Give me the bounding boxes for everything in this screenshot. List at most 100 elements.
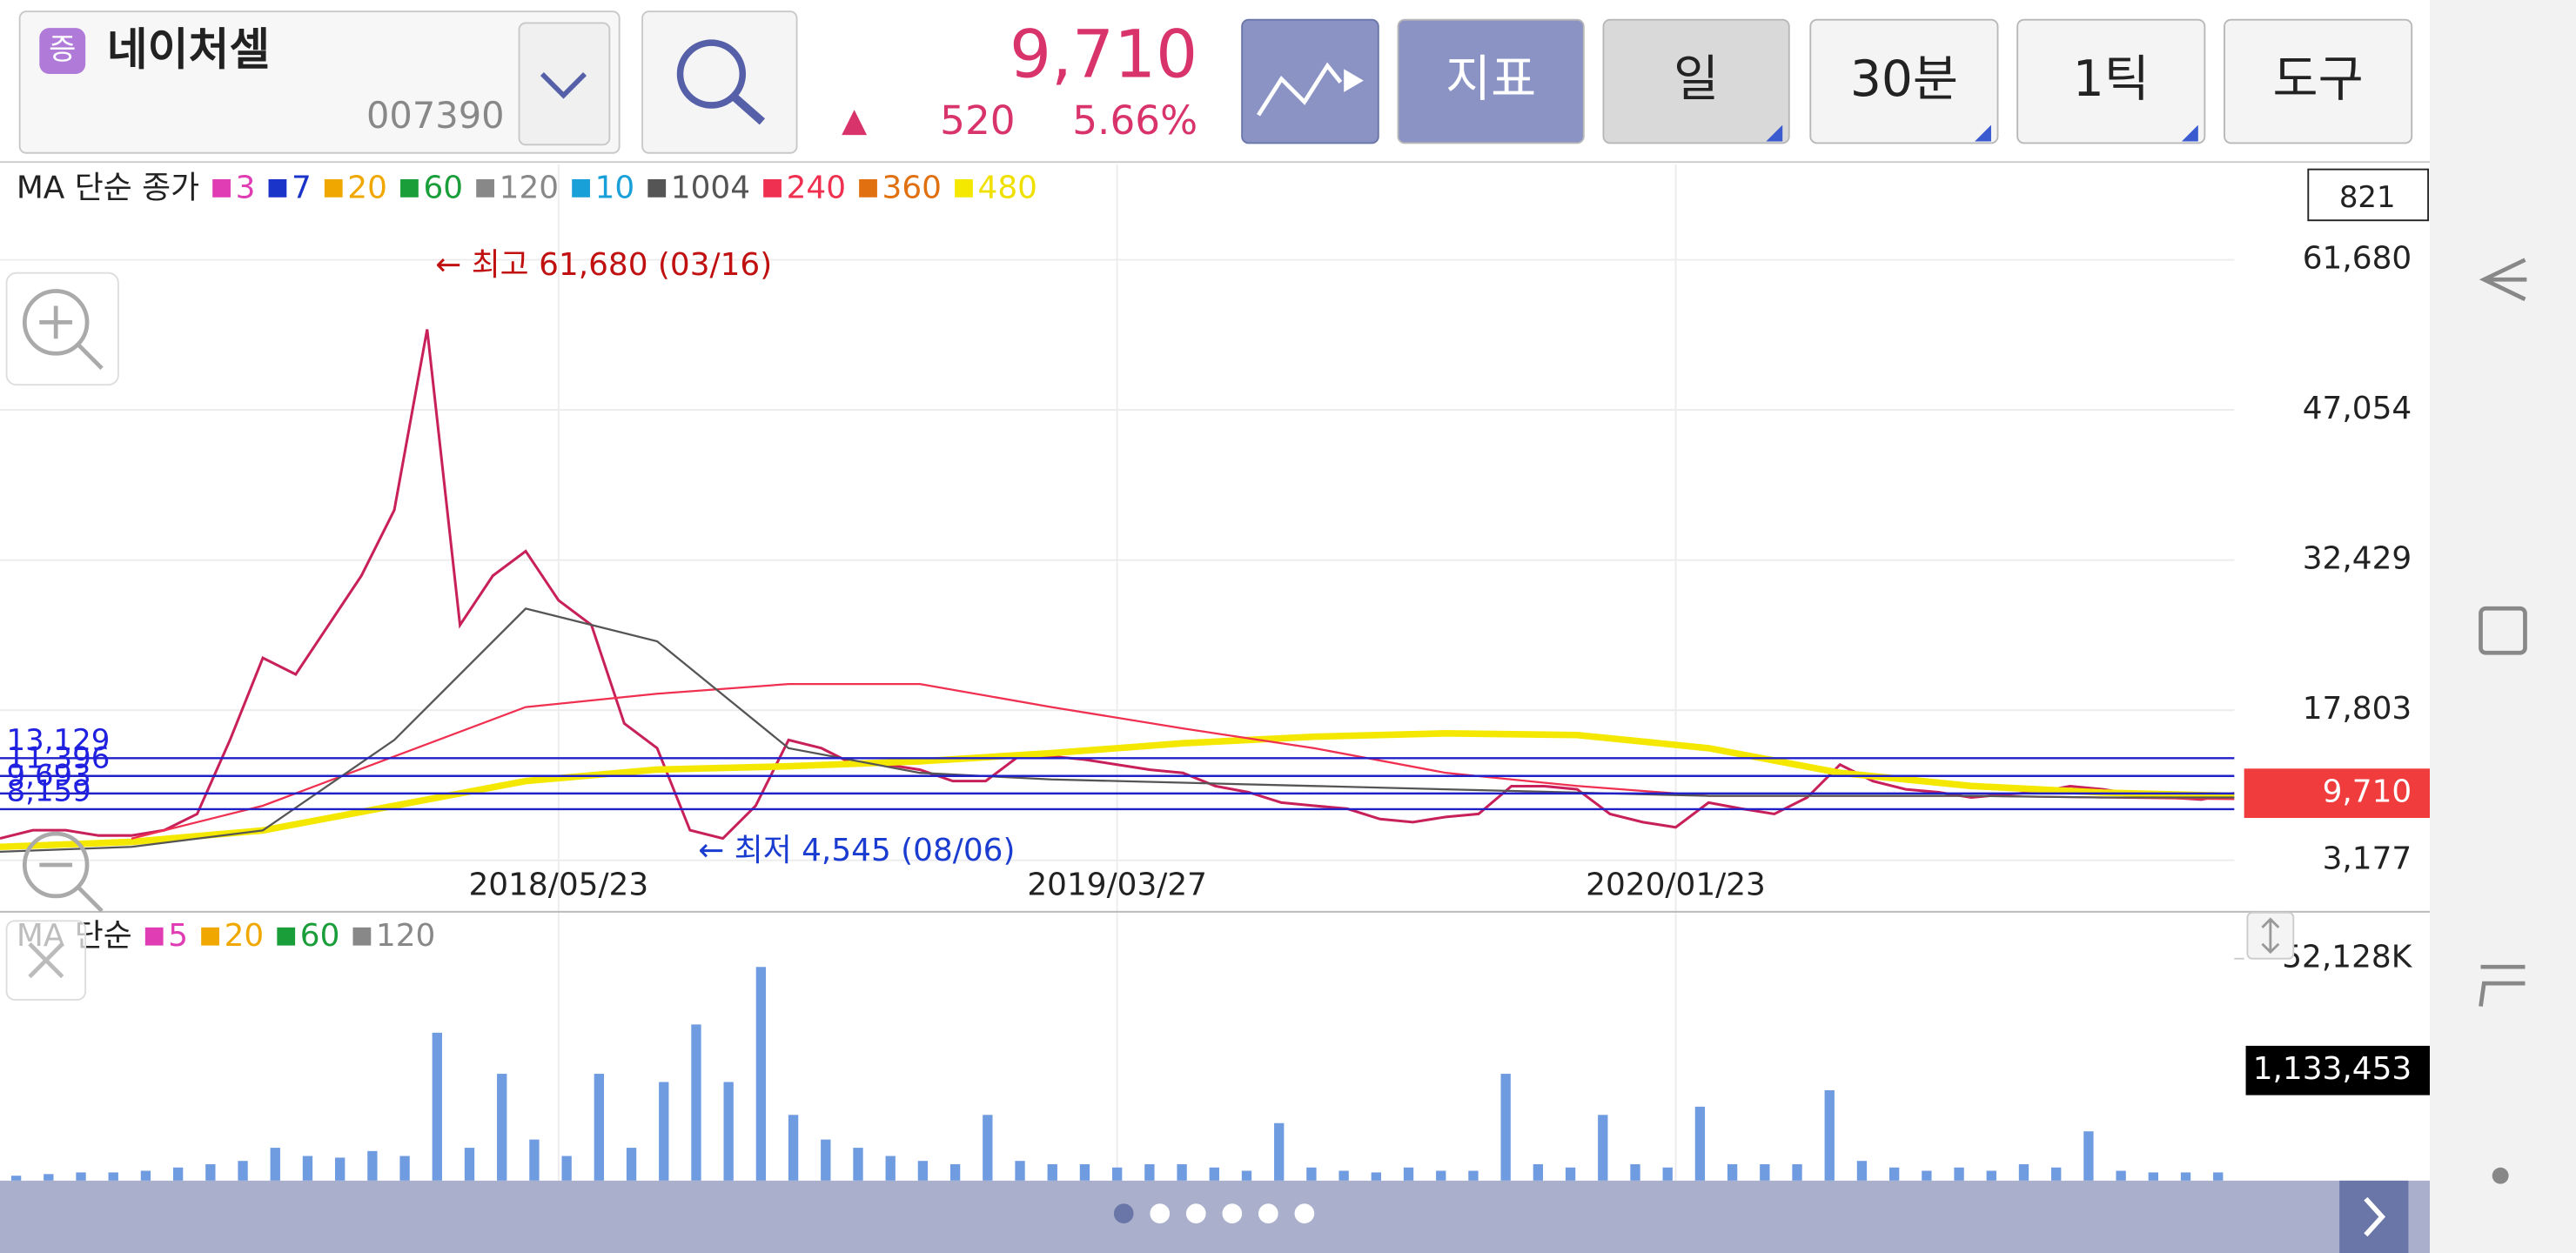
- volume-bar: [755, 967, 767, 1181]
- stock-box[interactable]: [18, 10, 621, 154]
- home-icon[interactable]: [2479, 606, 2527, 655]
- legend-label: 120: [500, 170, 559, 205]
- close-icon: [28, 942, 64, 979]
- toolbar-button[interactable]: [2016, 18, 2206, 144]
- legend-swatch: [277, 927, 296, 946]
- volume-bar: [1986, 1170, 1996, 1181]
- toolbar-button[interactable]: [1602, 18, 1790, 144]
- legend-label: 7: [292, 170, 312, 205]
- volume-bar: [949, 1163, 961, 1181]
- volume-bar: [108, 1172, 118, 1181]
- page-dot[interactable]: [1113, 1203, 1134, 1223]
- buttons: 지표 일 30분 1틱 도구: [1397, 18, 2413, 144]
- volume-bar: [1371, 1172, 1382, 1181]
- page-dot[interactable]: [1185, 1203, 1206, 1223]
- price-line: [0, 607, 2235, 854]
- top-box: [2307, 168, 2430, 222]
- bottom-bar: [0, 1180, 2430, 1253]
- volume-bar: [238, 1161, 248, 1181]
- legend-label: 5: [168, 918, 188, 954]
- volume-bar: [1889, 1167, 1900, 1181]
- volume-bar: [140, 1170, 151, 1181]
- low-annotation: ← 최저 4,545 (08/06): [698, 833, 1015, 868]
- play-icon: [1344, 69, 1364, 92]
- zoom-out-icon[interactable]: [22, 831, 90, 899]
- last-price-box: [2244, 768, 2430, 818]
- volume-bar: [788, 1115, 799, 1181]
- volume-bar: [270, 1148, 280, 1181]
- page-dot[interactable]: [1150, 1203, 1171, 1223]
- volume-bar: [2051, 1167, 2062, 1181]
- legend-label: 60: [423, 170, 463, 205]
- dropdown-button[interactable]: [518, 22, 611, 146]
- price-line: [131, 683, 2235, 840]
- level-label: 13,129: [7, 723, 111, 758]
- search-icon: [676, 39, 747, 109]
- legend-label: 1004: [671, 170, 750, 205]
- volume-bar: [2213, 1172, 2224, 1181]
- button-label: 지표: [1446, 50, 1536, 108]
- page-dot[interactable]: [1294, 1203, 1315, 1223]
- volume-bar: [1047, 1163, 1057, 1181]
- price: 9,710: [1010, 17, 1197, 93]
- volume-bar: [1274, 1122, 1285, 1181]
- legend-label: 480: [978, 170, 1037, 205]
- change-rate: 5.66%: [1072, 97, 1197, 144]
- volume-bar: [1662, 1167, 1673, 1181]
- volume-bar: [1598, 1115, 1608, 1181]
- legend-label: 10: [595, 170, 635, 205]
- volume-bar: [1856, 1161, 1868, 1181]
- volume-bar: [1630, 1163, 1640, 1181]
- volume-bar: [2180, 1172, 2191, 1181]
- toolbar-button[interactable]: [2224, 18, 2413, 144]
- volume-bar: [1694, 1106, 1706, 1181]
- legend-label: 3: [236, 170, 256, 205]
- volume-bar: [76, 1172, 86, 1181]
- volume-bar: [885, 1156, 896, 1181]
- zoom-in-glyph: [39, 305, 104, 370]
- page-dot[interactable]: [1222, 1203, 1243, 1223]
- corner-mark: [1766, 124, 1783, 142]
- volume-bar: [464, 1148, 475, 1181]
- volume-bar: [1727, 1163, 1738, 1181]
- legend-swatch: [955, 178, 973, 198]
- volume-bar: [1792, 1163, 1802, 1181]
- top-box-label: 821: [2339, 180, 2396, 215]
- legend-swatch: [201, 927, 219, 946]
- legend-swatch: [268, 178, 287, 198]
- legend-swatch: [144, 927, 164, 946]
- volume-bar: [1112, 1167, 1123, 1181]
- toolbar-button[interactable]: [1397, 18, 1585, 144]
- x-tick-label: 2020/01/23: [1586, 868, 1766, 903]
- next-button[interactable]: [2339, 1180, 2409, 1253]
- volume-bar: [1760, 1163, 1770, 1181]
- volume-bar: [853, 1148, 863, 1181]
- search-icon-handle: [731, 93, 766, 125]
- volume-bar: [497, 1074, 507, 1181]
- volume-bar: [1177, 1163, 1187, 1181]
- nav-dot: [2492, 1167, 2509, 1184]
- legend-label: 240: [787, 170, 846, 205]
- legend-swatch: [400, 178, 419, 198]
- y-tick-label: 47,054: [2303, 391, 2412, 426]
- volume-bar: [626, 1148, 637, 1181]
- volume-bar: [2116, 1170, 2126, 1181]
- toolbar-button[interactable]: [1809, 18, 1999, 144]
- volume-bar: [302, 1156, 313, 1181]
- x-tick-label: 2018/05/23: [469, 868, 649, 903]
- price-chart: 2018/05/23 2019/03/27 2020/01/23 61,680 47,0…: [0, 164, 2430, 1181]
- page-dot[interactable]: [1258, 1203, 1278, 1223]
- chart-type-button[interactable]: [1241, 18, 1379, 144]
- legend-label: 360: [882, 170, 942, 205]
- legend-swatch: [476, 178, 494, 198]
- legend-swatch: [647, 178, 667, 198]
- volume-bar: [723, 1082, 734, 1181]
- legend-swatch: [572, 178, 590, 198]
- legend-label: 20: [225, 918, 265, 954]
- current-volume-box: [2245, 1045, 2430, 1096]
- search-button[interactable]: [641, 10, 798, 154]
- level-label: 11,396: [7, 740, 111, 775]
- legend-label: 120: [376, 918, 435, 954]
- recent-icon-2: [2479, 981, 2526, 1007]
- volume-bar: [335, 1157, 345, 1181]
